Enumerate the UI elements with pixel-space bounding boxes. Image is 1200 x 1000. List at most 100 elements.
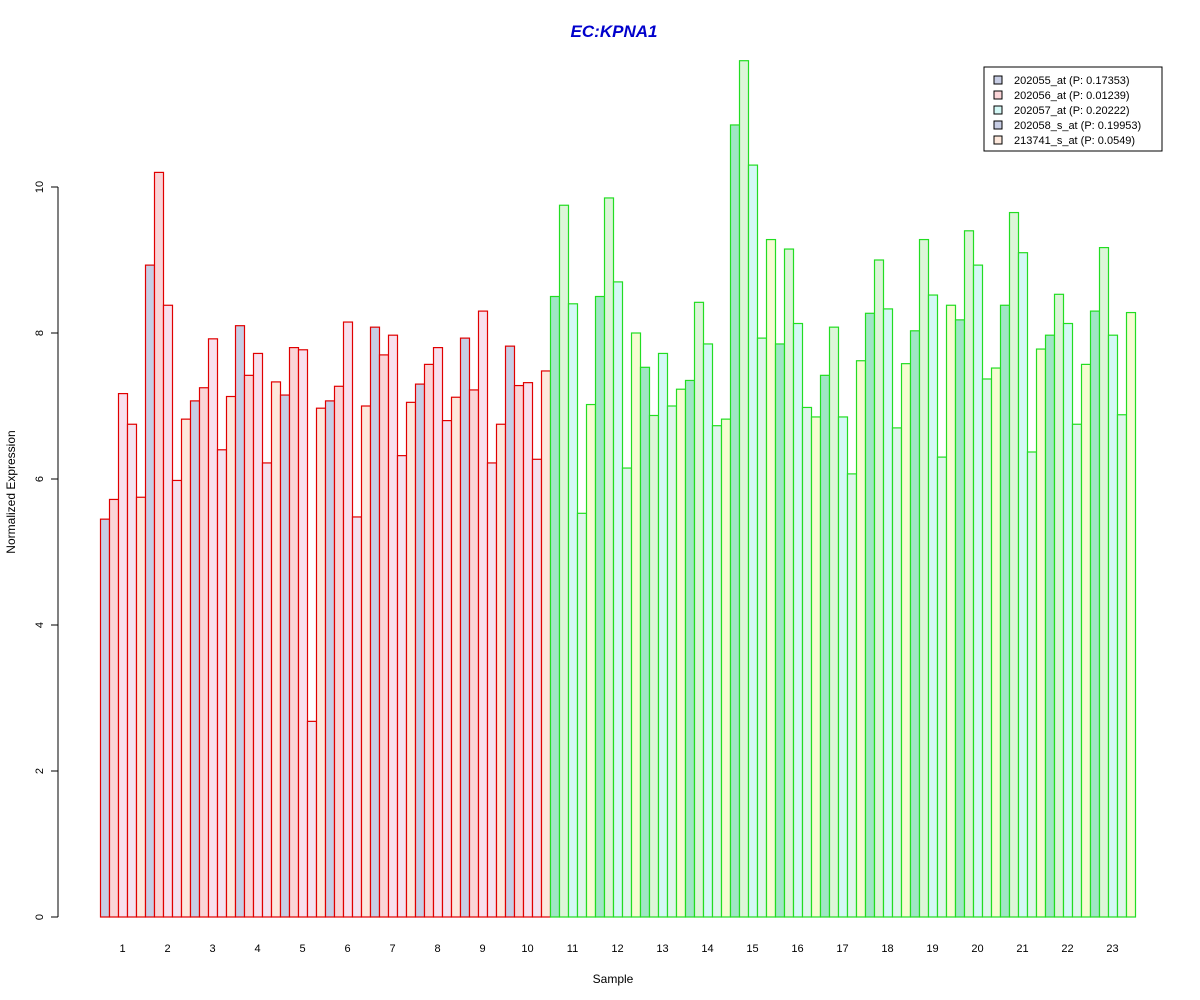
bar-sample-9-series-1	[459, 337, 471, 918]
bar-sample-18-series-2	[873, 259, 885, 918]
bar-group-sample-8	[414, 347, 462, 918]
legend-item-4: 202058_s_at (P: 0.19953)	[993, 120, 1141, 132]
bar-sample-8-series-1	[414, 383, 426, 918]
bar-sample-1-series-5	[135, 496, 147, 918]
bar-sample-8-series-3	[432, 347, 444, 918]
bar-sample-11-series-3	[567, 303, 579, 918]
bar-sample-5-series-4	[306, 720, 318, 918]
bar-sample-1-series-1	[99, 518, 111, 918]
x-tick-label: 18	[881, 943, 893, 955]
bar-sample-1-series-2	[108, 498, 120, 918]
bar-sample-5-series-1	[279, 394, 291, 918]
bar-sample-1-series-3	[117, 392, 129, 918]
bar-sample-22-series-1	[1044, 334, 1056, 918]
bar-sample-14-series-5	[720, 418, 732, 918]
bar-sample-3-series-2	[198, 387, 210, 918]
bar-sample-16-series-4	[801, 406, 813, 918]
bar-sample-23-series-2	[1098, 246, 1110, 918]
legend-swatch	[993, 105, 1003, 115]
x-tick-label: 12	[611, 943, 623, 955]
bar-sample-8-series-4	[441, 420, 453, 918]
bar-sample-9-series-3	[477, 310, 489, 918]
bar-sample-7-series-5	[405, 401, 417, 918]
bar-sample-4-series-1	[234, 325, 246, 918]
bar-sample-19-series-5	[945, 304, 957, 918]
bar-sample-16-series-5	[810, 416, 822, 918]
bar-sample-13-series-1	[639, 366, 651, 918]
legend-item-2: 202056_at (P: 0.01239)	[993, 90, 1130, 102]
bar-group-sample-1	[99, 392, 147, 918]
x-tick-label: 15	[746, 943, 758, 955]
x-tick-label: 16	[791, 943, 803, 955]
bar-sample-2-series-3	[162, 304, 174, 918]
x-tick-label: 10	[521, 943, 533, 955]
y-axis: 0 2 4 6 8 10	[34, 181, 59, 920]
x-axis: 1 2 3 4 5 6 7 8 9 10 11 12 13 14 15 16 17 18 19 20 21 22 23	[119, 943, 1118, 955]
bar-sample-10-series-1	[504, 345, 516, 918]
y-tick-label: 10	[34, 181, 46, 193]
bar-sample-16-series-1	[774, 343, 786, 918]
bar-sample-21-series-1	[999, 304, 1011, 918]
bar-sample-15-series-1	[729, 124, 741, 918]
bar-group-sample-11	[549, 204, 597, 918]
bar-sample-15-series-4	[756, 337, 768, 918]
bar-sample-20-series-1	[954, 319, 966, 918]
bar-sample-2-series-2	[153, 171, 165, 918]
bar-sample-22-series-4	[1071, 423, 1083, 918]
x-axis-label: Sample	[593, 972, 634, 986]
bar-sample-10-series-3	[522, 382, 534, 918]
bar-sample-20-series-5	[990, 367, 1002, 918]
bar-sample-11-series-5	[585, 403, 597, 918]
legend-box	[983, 66, 1163, 152]
bar-sample-9-series-4	[486, 462, 498, 918]
bar-group-sample-5	[279, 347, 327, 918]
bar-sample-13-series-3	[657, 352, 669, 918]
bar-sample-19-series-3	[927, 294, 939, 918]
bar-sample-20-series-3	[972, 264, 984, 918]
x-tick-label: 3	[209, 943, 215, 955]
bar-sample-19-series-2	[918, 238, 930, 918]
bar-sample-15-series-5	[765, 238, 777, 918]
bar-sample-11-series-2	[558, 204, 570, 918]
bar-sample-2-series-1	[144, 264, 156, 918]
legend-item-5: 213741_s_at (P: 0.0549)	[993, 135, 1135, 147]
bar-group-sample-14	[684, 301, 732, 918]
bar-sample-23-series-4	[1116, 414, 1128, 918]
bar-sample-20-series-4	[981, 378, 993, 918]
bar-group-sample-22	[1044, 293, 1092, 918]
bar-sample-7-series-3	[387, 334, 399, 918]
bar-sample-17-series-2	[828, 326, 840, 918]
bar-group-sample-15	[729, 60, 777, 918]
bar-sample-17-series-4	[846, 473, 858, 918]
bar-sample-14-series-3	[702, 343, 714, 918]
bar-group-sample-10	[504, 345, 552, 918]
bar-sample-1-series-4	[126, 423, 138, 918]
legend-label: 213741_s_at (P: 0.0549)	[1014, 135, 1135, 147]
bar-sample-5-series-5	[315, 407, 327, 918]
legend-swatch	[993, 120, 1003, 130]
bar-group-sample-9	[459, 310, 507, 918]
legend-swatch	[993, 75, 1003, 85]
legend-label: 202058_s_at (P: 0.19953)	[1014, 120, 1141, 132]
bar-sample-7-series-1	[369, 326, 381, 918]
bar-sample-13-series-2	[648, 414, 660, 918]
x-tick-label: 13	[656, 943, 668, 955]
chart-title: EC:KPNA1	[571, 22, 658, 41]
x-tick-label: 11	[567, 943, 578, 955]
x-tick-label: 14	[701, 943, 713, 955]
x-tick-label: 19	[926, 943, 938, 955]
bar-group-sample-23	[1089, 246, 1137, 918]
bar-sample-7-series-2	[378, 354, 390, 918]
bar-sample-21-series-5	[1035, 348, 1047, 918]
x-tick-label: 1	[119, 943, 125, 955]
y-tick-label: 2	[34, 768, 46, 774]
bar-group-sample-12	[594, 197, 642, 918]
bar-group-sample-20	[954, 230, 1002, 918]
bar-sample-11-series-4	[576, 512, 588, 918]
bar-sample-12-series-5	[630, 332, 642, 918]
bar-sample-6-series-5	[360, 405, 372, 918]
bar-sample-5-series-3	[297, 349, 309, 918]
bar-sample-12-series-2	[603, 197, 615, 918]
bar-sample-13-series-5	[675, 388, 687, 918]
